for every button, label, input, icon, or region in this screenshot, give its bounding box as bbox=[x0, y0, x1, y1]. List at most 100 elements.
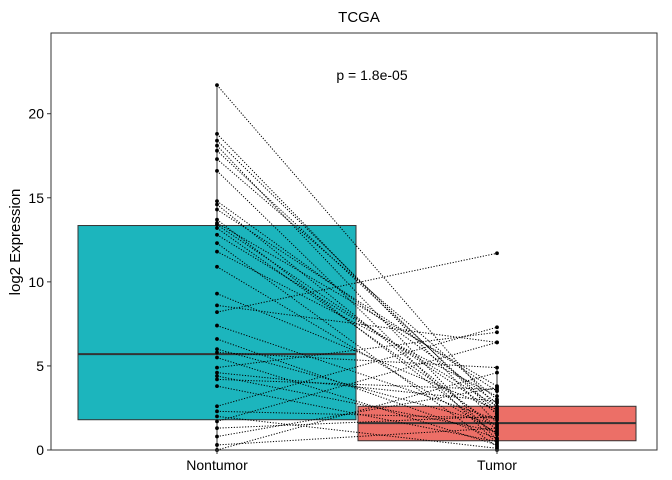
nontumor-point bbox=[215, 138, 219, 143]
tumor-point bbox=[495, 370, 499, 375]
nontumor-point bbox=[215, 323, 219, 328]
nontumor-point bbox=[215, 303, 219, 308]
paired-line bbox=[216, 415, 498, 449]
chart-title: TCGA bbox=[338, 9, 380, 26]
y-axis-label: log2 Expression bbox=[7, 189, 24, 296]
nontumor-point bbox=[215, 377, 219, 382]
nontumor-point bbox=[215, 249, 219, 254]
nontumor-point bbox=[215, 157, 219, 162]
nontumor-point bbox=[215, 207, 219, 212]
nontumor-point bbox=[215, 148, 219, 153]
paired-line bbox=[216, 204, 498, 431]
paired-line bbox=[216, 348, 498, 426]
plot-panel-border bbox=[50, 32, 658, 451]
paired-line bbox=[216, 293, 498, 411]
nontumor-point bbox=[215, 426, 219, 431]
nontumor-point bbox=[215, 404, 219, 409]
nontumor-point bbox=[215, 291, 219, 296]
tumor-point bbox=[495, 426, 499, 431]
paired-line bbox=[216, 140, 498, 416]
paired-line bbox=[216, 341, 498, 422]
paired-line bbox=[216, 84, 498, 409]
paired-line bbox=[216, 252, 498, 313]
nontumor-point bbox=[215, 217, 219, 222]
paired-line bbox=[216, 209, 498, 392]
tumor-point bbox=[495, 414, 499, 419]
tumor-point bbox=[495, 399, 499, 404]
nontumor-point bbox=[215, 347, 219, 352]
tumor-point bbox=[495, 251, 499, 256]
nontumor-point bbox=[215, 434, 219, 439]
nontumor-point bbox=[215, 443, 219, 447]
nontumor-point bbox=[215, 202, 219, 207]
paired-line bbox=[216, 351, 498, 369]
paired-line bbox=[216, 170, 498, 444]
nontumor-point bbox=[215, 168, 219, 173]
nontumor-point bbox=[215, 241, 219, 246]
paired-line bbox=[216, 338, 498, 439]
paired-line bbox=[216, 222, 498, 387]
paired-line bbox=[216, 427, 498, 446]
nontumor-box bbox=[77, 225, 357, 421]
tumor-point bbox=[495, 429, 499, 434]
tumor-point bbox=[495, 385, 499, 390]
tumor-point bbox=[495, 407, 499, 412]
nontumor-point bbox=[215, 350, 219, 355]
p-value-annotation: p = 1.8e-05 bbox=[336, 67, 407, 83]
paired-line bbox=[216, 145, 498, 441]
boxes-layer bbox=[77, 85, 637, 450]
tumor-point bbox=[495, 443, 499, 447]
nontumor-point bbox=[215, 355, 219, 360]
paired-line bbox=[216, 378, 498, 390]
nontumor-point bbox=[215, 310, 219, 315]
nontumor-point bbox=[215, 226, 219, 230]
nontumor-point bbox=[215, 131, 219, 136]
nontumor-point bbox=[215, 222, 219, 227]
tumor-point bbox=[495, 340, 499, 345]
paired-line bbox=[216, 251, 498, 397]
paired-line bbox=[216, 242, 498, 448]
nontumor-point bbox=[215, 264, 219, 269]
nontumor-point bbox=[215, 374, 219, 378]
paired-lines-layer bbox=[216, 84, 498, 451]
nontumor-point bbox=[215, 409, 219, 414]
y-tick-label: 5 bbox=[36, 358, 44, 374]
nontumor-point bbox=[215, 419, 219, 424]
paired-line bbox=[216, 372, 498, 451]
paired-line bbox=[216, 415, 498, 429]
x-tick-label-nontumor: Nontumor bbox=[186, 457, 248, 473]
nontumor-point bbox=[215, 199, 219, 204]
nontumor-point bbox=[215, 384, 219, 389]
x-axis: Nontumor Tumor bbox=[186, 450, 517, 473]
tumor-point bbox=[495, 330, 499, 335]
tumor-point bbox=[495, 325, 499, 330]
x-tick-label-tumor: Tumor bbox=[477, 457, 517, 473]
nontumor-point bbox=[215, 232, 219, 237]
paired-line bbox=[216, 150, 498, 412]
tumor-point bbox=[495, 422, 499, 427]
y-axis: 0 5 10 15 20 bbox=[28, 106, 51, 458]
paired-line bbox=[216, 224, 498, 414]
paired-line bbox=[216, 227, 498, 427]
nontumor-point bbox=[215, 365, 219, 370]
tumor-point bbox=[495, 365, 499, 370]
paired-line bbox=[216, 357, 498, 446]
y-tick-label: 0 bbox=[36, 442, 44, 458]
nontumor-point bbox=[215, 143, 219, 148]
tumor-point bbox=[495, 436, 499, 441]
y-tick-label: 15 bbox=[28, 190, 44, 206]
y-tick-label: 20 bbox=[28, 106, 44, 122]
paired-line bbox=[216, 410, 498, 419]
nontumor-point bbox=[215, 337, 219, 341]
nontumor-point bbox=[215, 414, 219, 419]
paired-line bbox=[216, 331, 498, 369]
tumor-point bbox=[495, 411, 499, 415]
nontumor-point bbox=[215, 83, 219, 88]
paired-line bbox=[216, 326, 498, 407]
tumor-point bbox=[495, 439, 499, 444]
paired-line bbox=[216, 372, 498, 402]
y-tick-label: 10 bbox=[28, 274, 44, 290]
points-layer bbox=[215, 83, 499, 452]
paired-line bbox=[216, 304, 498, 343]
tumor-point bbox=[495, 404, 499, 409]
